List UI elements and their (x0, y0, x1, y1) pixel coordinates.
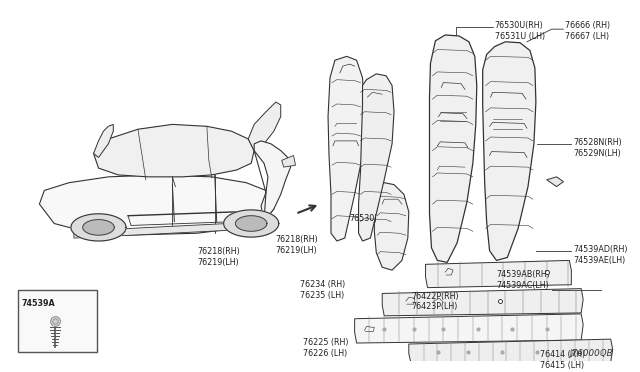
Text: 76530U(RH)
76531U (LH): 76530U(RH) 76531U (LH) (495, 21, 545, 41)
Bar (493, 107, 522, 141)
Text: J76000QB: J76000QB (569, 349, 612, 357)
Text: 74539A: 74539A (22, 299, 56, 308)
Polygon shape (254, 141, 291, 222)
Polygon shape (483, 42, 536, 260)
Polygon shape (358, 74, 394, 241)
Polygon shape (374, 183, 409, 270)
Polygon shape (83, 219, 115, 235)
Polygon shape (93, 124, 254, 177)
Polygon shape (74, 222, 268, 238)
Text: 76234 (RH)
76235 (LH): 76234 (RH) 76235 (LH) (300, 280, 346, 299)
Text: 76666 (RH)
76667 (LH): 76666 (RH) 76667 (LH) (565, 21, 611, 41)
Polygon shape (236, 216, 267, 231)
Text: 76225 (RH)
76226 (LH): 76225 (RH) 76226 (LH) (303, 338, 349, 358)
Polygon shape (328, 57, 364, 241)
Polygon shape (409, 339, 612, 362)
Text: 76414 (RH)
76415 (LH): 76414 (RH) 76415 (LH) (540, 350, 585, 369)
Bar (440, 102, 466, 131)
Text: 76528N(RH)
76529N(LH): 76528N(RH) 76529N(LH) (573, 138, 622, 158)
Polygon shape (71, 214, 126, 241)
Polygon shape (355, 314, 583, 343)
Polygon shape (282, 155, 296, 167)
Text: 76422P(RH)
76423P(LH): 76422P(RH) 76423P(LH) (412, 292, 460, 311)
Ellipse shape (147, 138, 164, 150)
Polygon shape (547, 177, 563, 187)
Polygon shape (223, 210, 279, 237)
Ellipse shape (183, 135, 201, 147)
Text: 74539AD(RH)
74539AE(LH): 74539AD(RH) 74539AE(LH) (573, 245, 628, 264)
Polygon shape (248, 102, 281, 151)
Text: 74539AB(RH)
74539AC(LH): 74539AB(RH) 74539AC(LH) (497, 270, 550, 290)
Text: 76530J: 76530J (349, 214, 377, 223)
Polygon shape (426, 260, 572, 288)
Text: 76218(RH)
76219(LH): 76218(RH) 76219(LH) (276, 235, 319, 255)
Bar (18, 289, 97, 352)
Polygon shape (93, 124, 113, 157)
Polygon shape (429, 35, 477, 262)
Polygon shape (382, 289, 583, 316)
Text: 76218(RH)
76219(LH): 76218(RH) 76219(LH) (197, 247, 240, 267)
Polygon shape (40, 175, 274, 235)
